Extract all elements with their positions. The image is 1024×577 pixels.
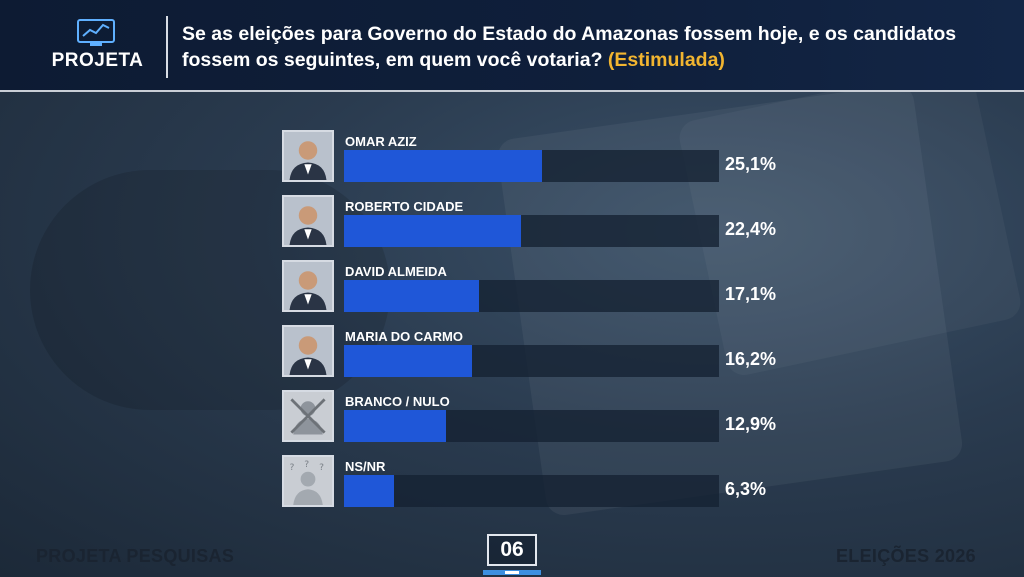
candidate-photo bbox=[282, 130, 334, 182]
logo: PROJETA bbox=[40, 18, 155, 76]
category-label: BRANCO / NULO bbox=[345, 394, 450, 409]
header: PROJETA Se as eleições para Governo do E… bbox=[0, 0, 1024, 92]
bar-chart: OMAR AZIZ 25,1% ROBERTO CIDADE 22,4% DAVID A… bbox=[282, 130, 802, 510]
value-label: 12,9% bbox=[725, 414, 777, 434]
svg-text:?: ? bbox=[304, 459, 309, 470]
header-divider bbox=[166, 16, 168, 78]
page-indicator bbox=[483, 570, 541, 575]
question-text: Se as eleições para Governo do Estado do… bbox=[182, 23, 957, 71]
category-label: ROBERTO CIDADE bbox=[345, 199, 464, 214]
logo-text: PROJETA bbox=[51, 50, 144, 71]
bar bbox=[344, 475, 394, 507]
bar-track bbox=[344, 410, 719, 442]
bar-row: MARIA DO CARMO 16,2% bbox=[282, 325, 802, 379]
svg-text:?: ? bbox=[290, 462, 295, 473]
value-label: 22,4% bbox=[725, 219, 777, 239]
category-label: OMAR AZIZ bbox=[345, 134, 417, 149]
bar-track bbox=[344, 150, 719, 182]
crossed-ballot-icon bbox=[282, 390, 334, 442]
category-label: NS/NR bbox=[345, 459, 386, 474]
bar-track bbox=[344, 215, 719, 247]
chart-monitor-icon bbox=[77, 19, 115, 46]
bar-row: ??? NS/NR 6,3% bbox=[282, 455, 802, 509]
bar-row: DAVID ALMEIDA 17,1% bbox=[282, 260, 802, 314]
value-label: 6,3% bbox=[725, 479, 767, 499]
bar bbox=[344, 280, 479, 312]
category-label: DAVID ALMEIDA bbox=[345, 264, 447, 279]
bar bbox=[344, 410, 446, 442]
candidate-photo bbox=[282, 325, 334, 377]
bar bbox=[344, 215, 521, 247]
value-label: 16,2% bbox=[725, 349, 777, 369]
footer-brand: PROJETA PESQUISAS bbox=[36, 546, 235, 566]
candidate-photo bbox=[282, 260, 334, 312]
footer-election: ELEIÇÕES 2026 bbox=[836, 546, 976, 566]
candidate-photo bbox=[282, 195, 334, 247]
bar-track bbox=[344, 345, 719, 377]
question-tag: (Estimulada) bbox=[607, 49, 725, 71]
bar-track bbox=[344, 280, 719, 312]
value-label: 17,1% bbox=[725, 284, 777, 304]
value-label: 25,1% bbox=[725, 154, 777, 174]
bar bbox=[344, 345, 472, 377]
bar-row: ROBERTO CIDADE 22,4% bbox=[282, 195, 802, 249]
svg-text:?: ? bbox=[319, 462, 324, 473]
bar-row: OMAR AZIZ 25,1% bbox=[282, 130, 802, 184]
bar bbox=[344, 150, 542, 182]
bar-row: BRANCO / NULO 12,9% bbox=[282, 390, 802, 444]
unknown-person-icon: ??? bbox=[282, 455, 334, 507]
category-label: MARIA DO CARMO bbox=[345, 329, 463, 344]
question-title: Se as eleições para Governo do Estado do… bbox=[182, 21, 982, 73]
page-number: 06 bbox=[487, 534, 537, 566]
bar-track bbox=[344, 475, 719, 507]
